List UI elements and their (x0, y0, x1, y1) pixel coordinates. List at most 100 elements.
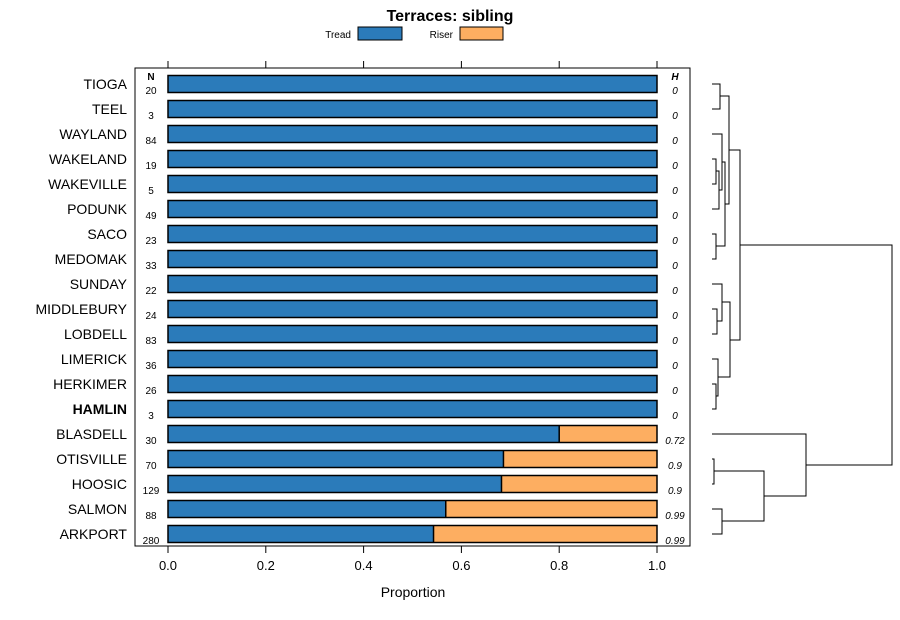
row-label-hamlin: HAMLIN (73, 401, 127, 417)
h-value-middlebury: 0 (672, 311, 678, 322)
dendro-link (712, 83, 721, 110)
row-label-wakeland: WAKELAND (49, 151, 127, 167)
n-value-wakeland: 19 (145, 161, 157, 172)
x-tick-label: 0.0 (159, 558, 177, 573)
n-value-medomak: 33 (145, 261, 157, 272)
bar-tread-wakeville (168, 175, 657, 193)
dendro-link (712, 133, 723, 191)
bar-tread-saco (168, 225, 657, 243)
row-label-arkport: ARKPORT (60, 526, 128, 542)
h-value-sunday: 0 (672, 286, 678, 297)
dendro-link (729, 149, 741, 341)
bar-riser-blasdell (559, 425, 657, 443)
row-label-otisville: OTISVILLE (56, 451, 127, 467)
x-tick-label: 0.2 (257, 558, 275, 573)
bar-outline-middlebury (167, 299, 658, 319)
bar-tread-teel (168, 100, 657, 118)
h-value-arkport: 0.99 (665, 536, 685, 547)
legend-swatch-tread (357, 26, 403, 41)
bar-tread-otisville (168, 450, 504, 468)
dendro-link (712, 458, 715, 485)
dendro-link (712, 308, 718, 335)
bar-tread-medomak (168, 250, 657, 268)
dendro-link (740, 244, 893, 466)
bar-tread-limerick (168, 350, 657, 368)
x-tick-label: 1.0 (648, 558, 666, 573)
n-value-wayland: 84 (145, 136, 157, 147)
n-column-header: N (147, 72, 154, 83)
row-label-herkimer: HERKIMER (53, 376, 127, 392)
row-label-lobdell: LOBDELL (64, 326, 127, 342)
dendro-link (712, 383, 717, 410)
h-value-otisville: 0.9 (668, 461, 682, 472)
row-label-limerick: LIMERICK (61, 351, 128, 367)
bars-group (167, 74, 658, 544)
bar-outline-salmon (167, 499, 658, 519)
h-value-hamlin: 0 (672, 411, 678, 422)
bar-tread-blasdell (168, 425, 560, 443)
n-value-lobdell: 83 (145, 336, 157, 347)
n-value-herkimer: 26 (145, 386, 157, 397)
bar-outline-medomak (167, 249, 658, 269)
n-value-otisville: 70 (145, 461, 157, 472)
bar-riser-arkport (433, 525, 657, 543)
dendrogram (712, 83, 893, 535)
bar-tread-salmon (168, 500, 446, 518)
x-axis: 0.0 0.2 0.4 0.6 0.8 1.0 (159, 61, 666, 573)
legend-label-tread: Tread (325, 30, 351, 41)
bar-tread-lobdell (168, 325, 657, 343)
legend: Tread Riser (325, 26, 504, 41)
row-label-saco: SACO (87, 226, 127, 242)
h-value-wakeville: 0 (672, 186, 678, 197)
n-value-teel: 3 (148, 111, 154, 122)
dendro-link (712, 233, 717, 260)
n-value-arkport: 280 (143, 536, 160, 547)
bar-outline-hamlin (167, 399, 658, 419)
h-value-teel: 0 (672, 111, 678, 122)
legend-swatch-riser (459, 26, 504, 41)
row-label-tioga: TIOGA (83, 76, 127, 92)
bar-outline-herkimer (167, 374, 658, 394)
row-label-teel: TEEL (92, 101, 127, 117)
h-value-limerick: 0 (672, 361, 678, 372)
n-value-sunday: 22 (145, 286, 157, 297)
h-value-salmon: 0.99 (665, 511, 685, 522)
bar-riser-hoosic (501, 475, 657, 493)
h-value-saco: 0 (672, 236, 678, 247)
bar-outline-podunk (167, 199, 658, 219)
bar-tread-herkimer (168, 375, 657, 393)
row-label-wayland: WAYLAND (59, 126, 127, 142)
h-value-medomak: 0 (672, 261, 678, 272)
n-value-hamlin: 3 (148, 411, 154, 422)
x-tick-label: 0.6 (452, 558, 470, 573)
dendro-link (716, 161, 726, 247)
n-value-middlebury: 24 (145, 311, 157, 322)
bar-outline-tioga (167, 74, 658, 94)
bar-tread-arkport (168, 525, 434, 543)
bar-riser-salmon (445, 500, 657, 518)
x-tick-label: 0.8 (550, 558, 568, 573)
h-value-wayland: 0 (672, 136, 678, 147)
bar-tread-wakeland (168, 150, 657, 168)
bar-outline-wayland (167, 124, 658, 144)
h-value-hoosic: 0.9 (668, 486, 682, 497)
n-value-salmon: 88 (145, 511, 157, 522)
legend-label-riser: Riser (430, 30, 454, 41)
bar-tread-hoosic (168, 475, 502, 493)
h-column-header: H (671, 72, 679, 83)
n-value-wakeville: 5 (148, 186, 154, 197)
chart-title: Terraces: sibling (387, 8, 514, 25)
n-value-hoosic: 129 (143, 486, 160, 497)
bar-outline-otisville (167, 449, 658, 469)
bar-outline-wakeland (167, 149, 658, 169)
x-axis-title: Proportion (381, 584, 446, 600)
dendro-link (712, 433, 807, 497)
h-value-tioga: 0 (672, 86, 678, 97)
h-value-blasdell: 0.72 (665, 436, 685, 447)
dendro-link (712, 358, 719, 397)
bar-outline-wakeville (167, 174, 658, 194)
n-value-podunk: 49 (145, 211, 157, 222)
bar-tread-sunday (168, 275, 657, 293)
bar-tread-tioga (168, 75, 657, 93)
